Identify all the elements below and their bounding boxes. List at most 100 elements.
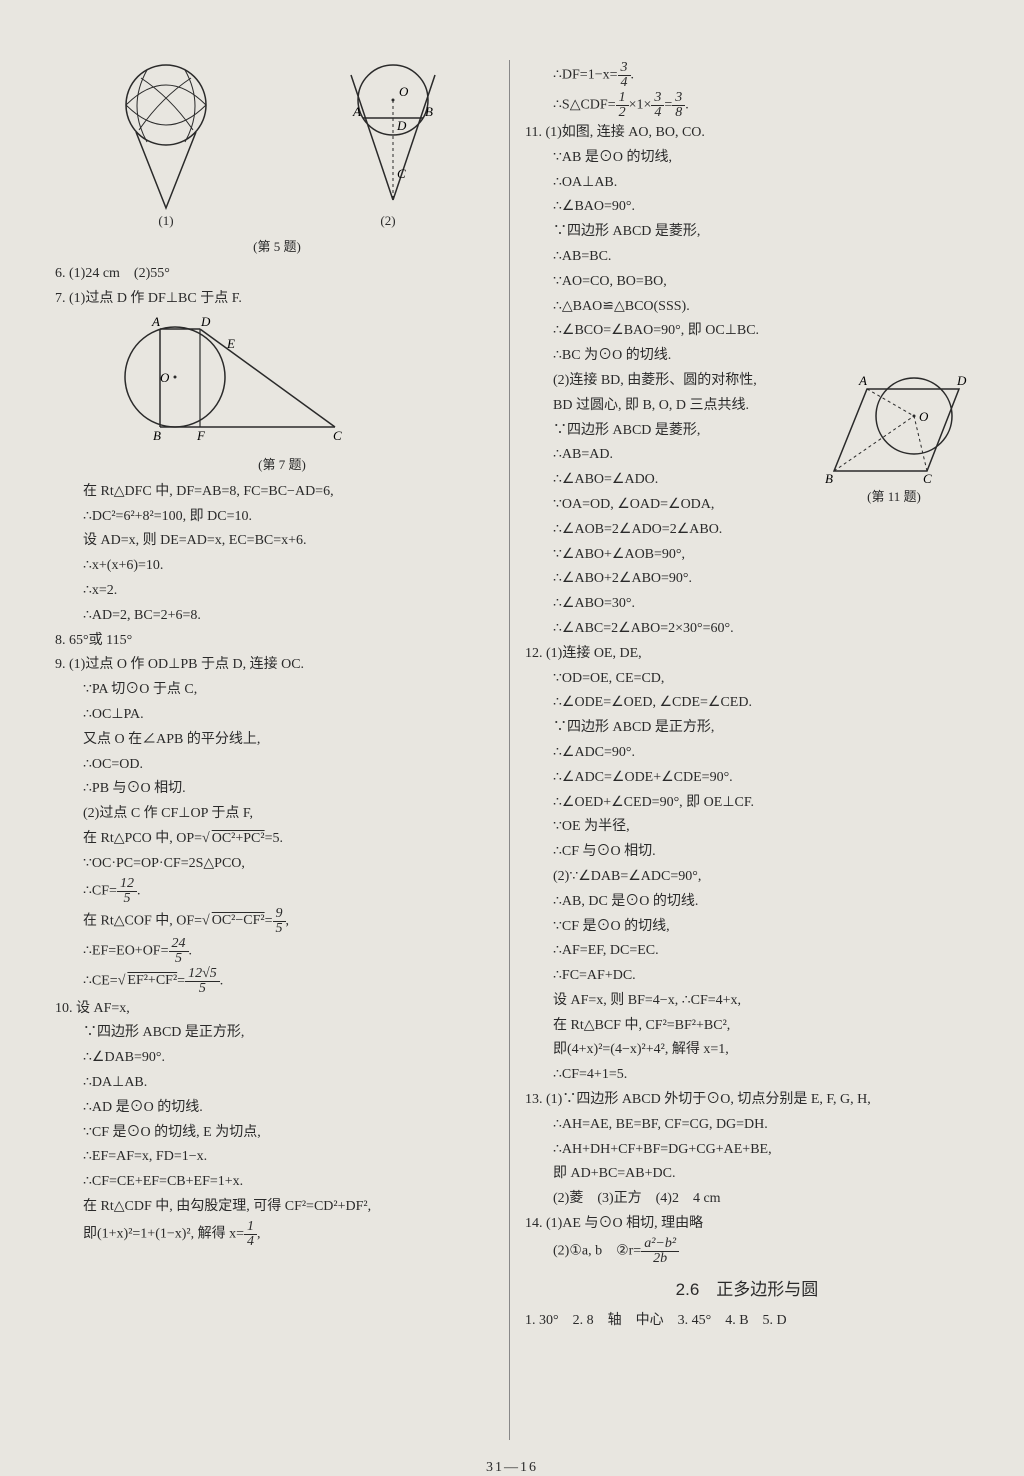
r11d: ∴∠BAO=90°. [525,195,969,219]
svg-text:A: A [858,373,867,388]
r0b-pre: ∴S△CDF= [553,98,616,113]
q10-f: ∵CF 是⊙O 的切线, E 为切点, [55,1121,499,1145]
item-8: 8. 65°或 115° [55,629,499,653]
svg-text:A: A [352,104,361,119]
item-11-a: 11. (1)如图, 连接 AO, BO, CO. [525,121,969,145]
q7-e: ∴x+(x+6)=10. [55,554,499,578]
page: (1) O A B D C (2) (第 5 题) [0,0,1024,1470]
q9k-num: 9 [273,907,286,922]
q10-c: ∴∠DAB=90°. [55,1046,499,1070]
r12c: ∴∠ODE=∠OED, ∠CDE=∠CED. [525,691,969,715]
svg-text:D: D [396,118,407,133]
q9l-den: 5 [169,952,189,966]
r14b-pre: (2)①a, b ②r= [553,1244,641,1259]
page-number: 31—16 [0,1460,1024,1476]
right-column: ∴DF=1−x=34. ∴S△CDF=12×1×34=38. 11. (1)如图… [509,60,969,1440]
q9k-post: , [286,913,290,928]
q10-j: 即(1+x)²=1+(1−x)², 解得 x=14, [55,1220,499,1249]
fig5-1-svg [101,60,231,210]
q10-g: ∴EF=AF=x, FD=1−x. [55,1145,499,1169]
item-13-a: 13. (1)∵四边形 ABCD 外切于⊙O, 切点分别是 E, F, G, H… [525,1088,969,1112]
q9-c: ∴OC⊥PA. [55,703,499,727]
q9j-num: 12 [117,877,137,892]
r12o: 设 AF=x, 则 BF=4−x, ∴CF=4+x, [525,989,969,1013]
q9h-post: =5. [265,831,283,846]
svg-text:A: A [151,314,160,329]
r11u: ∴∠ABC=2∠ABO=2×30°=60°. [525,617,969,641]
fig11-svg: A D O B C [819,371,969,486]
r12e: ∴∠ADC=90°. [525,741,969,765]
svg-text:B: B [153,428,161,443]
q9-g: (2)过点 C 作 CF⊥OP 于点 F, [55,802,499,826]
r0b-n2: 3 [651,91,664,106]
r13e: (2)菱 (3)正方 (4)2 4 cm [525,1187,969,1211]
svg-text:B: B [425,104,433,119]
r11r: ∵∠ABO+∠AOB=90°, [525,543,969,567]
q9m-pre: ∴CE=√ [83,973,125,988]
fig5-1-caption: (1) [101,210,231,232]
section-2-6-title: 2.6 正多边形与圆 [525,1276,969,1305]
q9-h: 在 Rt△PCO 中, OP=√OC²+PC²=5. [55,827,499,851]
r0b-mid: ×1× [629,98,652,113]
svg-text:C: C [397,166,406,181]
r12p: 在 Rt△BCF 中, CF²=BF²+BC², [525,1014,969,1038]
q9l-pre: ∴EF=EO+OF= [83,943,169,958]
r14b: (2)①a, b ②r=a²−b²2b [525,1237,969,1266]
q9h-pre: 在 Rt△PCO 中, OP=√ [83,831,210,846]
figure-5-row: (1) O A B D C (2) [55,60,499,232]
svg-text:E: E [226,336,235,351]
r11i: ∴∠BCO=∠BAO=90°, 即 OC⊥BC. [525,319,969,343]
r11c: ∴OA⊥AB. [525,171,969,195]
r12i: ∴CF 与⊙O 相切. [525,840,969,864]
r0a: ∴DF=1−x=34. [525,61,969,90]
item-9-1: 9. (1)过点 O 作 OD⊥PB 于点 D, 连接 OC. [55,653,499,677]
r11q: ∴∠AOB=2∠ADO=2∠ABO. [525,518,969,542]
q9m-num: 12√5 [185,967,220,982]
r11j: ∴BC 为⊙O 的切线. [525,344,969,368]
q9-b: ∵PA 切⊙O 于点 C, [55,678,499,702]
item-7-1: 7. (1)过点 D 作 DF⊥BC 于点 F. [55,287,499,311]
r0b-eq: = [664,98,672,113]
q9j-post: . [137,883,141,898]
r0b-n1: 1 [616,91,629,106]
r12g: ∴∠OED+∠CED=90°, 即 OE⊥CF. [525,791,969,815]
r11b: ∵AB 是⊙O 的切线, [525,146,969,170]
r11h: ∴△BAO≌△BCO(SSS). [525,295,969,319]
q9l-post: . [189,943,193,958]
q9m-den: 5 [185,982,220,996]
q9-i: ∵OC·PC=OP·CF=2S△PCO, [55,852,499,876]
q7-b: 在 Rt△DFC 中, DF=AB=8, FC=BC−AD=6, [55,480,499,504]
q7-f: ∴x=2. [55,579,499,603]
r0b-d2: 4 [651,106,664,120]
q7-g: ∴AD=2, BC=2+6=8. [55,604,499,628]
fig5-2-svg: O A B D C [323,60,453,210]
q10j-post: , [257,1227,261,1242]
figure-11-caption: (第 11 题) [819,486,969,508]
svg-text:B: B [825,471,833,486]
r11f: ∴AB=BC. [525,245,969,269]
r13b: ∴AH=AE, BE=BF, CF=CG, DG=DH. [525,1113,969,1137]
q10-d: ∴DA⊥AB. [55,1071,499,1095]
q9-j: ∴CF=125. [55,877,499,906]
r0a-post: . [631,68,635,83]
r0a-num: 3 [618,61,631,76]
q9l-num: 24 [169,937,189,952]
item-10-a: 10. 设 AF=x, [55,997,499,1021]
q9-m: ∴CE=√EF²+CF²=12√55. [55,967,499,996]
q10-i: 在 Rt△CDF 中, 由勾股定理, 可得 CF²=CD²+DF², [55,1195,499,1219]
q9-l: ∴EF=EO+OF=245. [55,937,499,966]
svg-text:D: D [200,314,211,329]
q9j-pre: ∴CF= [83,883,117,898]
q9-f: ∴PB 与⊙O 相切. [55,777,499,801]
figure-7: A D E O B F C [55,312,499,452]
svg-text:O: O [160,370,170,385]
r0b-d1: 2 [616,106,629,120]
q9m-post: . [220,973,224,988]
q10-e: ∴AD 是⊙O 的切线. [55,1096,499,1120]
r12j: (2)∵∠DAB=∠ADC=90°, [525,865,969,889]
fig7-svg: A D E O B F C [105,312,355,452]
figure-5-caption: (第 5 题) [55,236,499,258]
r11s: ∴∠ABO+2∠ABO=90°. [525,567,969,591]
section-2-6-answers: 1. 30° 2. 8 轴 中心 3. 45° 4. B 5. D [525,1309,969,1333]
r0a-pre: ∴DF=1−x= [553,68,618,83]
